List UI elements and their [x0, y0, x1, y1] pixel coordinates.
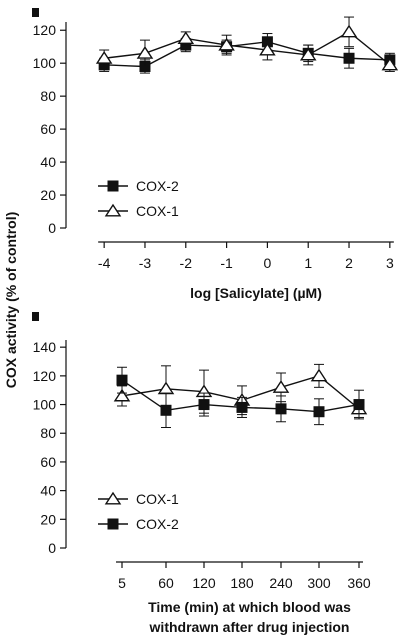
legend-marker	[104, 203, 122, 217]
x-tick-label: 240	[269, 575, 293, 591]
data-point	[310, 368, 328, 382]
x-tick-label: 120	[192, 575, 216, 591]
data-point	[343, 52, 355, 64]
y-tick-label: 60	[40, 454, 56, 470]
legend-marker	[104, 491, 122, 505]
series-cox-1	[95, 16, 399, 72]
x-tick-label: 1	[304, 255, 312, 271]
data-point	[313, 406, 325, 418]
series-line	[104, 41, 390, 68]
x-axis-title: log [Salicylate] (µM)	[190, 285, 322, 301]
legend-entry: COX-2	[98, 178, 179, 194]
y-tick-label: 40	[40, 483, 56, 499]
data-point	[340, 24, 358, 38]
legend-marker	[107, 518, 119, 530]
data-point	[381, 57, 399, 71]
panel-a-chart: 0 20 40 60 80 100 120 -4 -3 -2 -1 0 1 2 3 log [Salicyla…	[32, 8, 399, 301]
x-tick-label: 180	[230, 575, 254, 591]
y-tick-label: 120	[33, 22, 57, 38]
x-tick-label: 2	[345, 255, 353, 271]
x-tick-label: 3	[386, 255, 394, 271]
data-point	[160, 404, 172, 416]
y-tick-label: 0	[48, 220, 56, 236]
x-tick-label: -3	[139, 255, 152, 271]
x-tick-label: 360	[347, 575, 371, 591]
legend-entry: COX-1	[98, 203, 179, 219]
legend-label: COX-1	[136, 203, 179, 219]
y-tick-label: 120	[33, 368, 57, 384]
data-point	[299, 47, 317, 61]
data-point	[95, 50, 113, 64]
x-tick-label: -1	[220, 255, 233, 271]
legend-entry: COX-1	[98, 491, 179, 507]
legend-entry: COX-2	[98, 516, 179, 532]
y-tick-label: 100	[33, 55, 57, 71]
data-point	[259, 42, 276, 56]
data-point	[275, 403, 287, 415]
data-point	[113, 388, 131, 402]
x-tick-label: 60	[158, 575, 174, 591]
y-tick-label: 80	[40, 425, 56, 441]
y-tick-label: 40	[40, 154, 56, 170]
x-tick-label: 5	[118, 575, 126, 591]
x-tick-label: -2	[180, 255, 193, 271]
x-tick-label: 0	[264, 255, 272, 271]
x-axis-title: Time (min) at which blood was	[148, 599, 351, 615]
legend-marker	[107, 180, 119, 192]
data-point	[236, 401, 248, 413]
data-point	[198, 399, 210, 411]
y-tick-label: 20	[40, 187, 56, 203]
panel-letter-marker	[32, 312, 39, 321]
x-tick-label: -4	[98, 255, 111, 271]
data-point	[353, 399, 365, 411]
x-axis-title: withdrawn after drug injection	[149, 619, 350, 635]
y-tick-label: 20	[40, 511, 56, 527]
y-tick-label: 100	[33, 397, 57, 413]
legend-label: COX-1	[136, 491, 179, 507]
data-point	[157, 381, 175, 395]
data-point	[272, 380, 290, 393]
legend-label: COX-2	[136, 178, 179, 194]
series-cox-2	[116, 366, 365, 429]
y-tick-label: 0	[48, 540, 56, 556]
x-tick-label: 300	[307, 575, 331, 591]
y-tick-label: 60	[40, 121, 56, 137]
shared-y-axis-title: COX activity (% of control)	[3, 212, 19, 389]
y-tick-label: 140	[33, 339, 57, 355]
data-point	[136, 46, 154, 59]
legend-label: COX-2	[136, 516, 179, 532]
data-point	[218, 37, 235, 51]
panel-b-chart: 0 20 40 60 80 100 120 140 5 60 120 180 240 300 360 Time…	[32, 312, 371, 635]
data-point	[177, 31, 195, 44]
data-point	[116, 374, 128, 386]
panel-letter-marker	[32, 8, 39, 17]
y-tick-label: 80	[40, 88, 56, 104]
